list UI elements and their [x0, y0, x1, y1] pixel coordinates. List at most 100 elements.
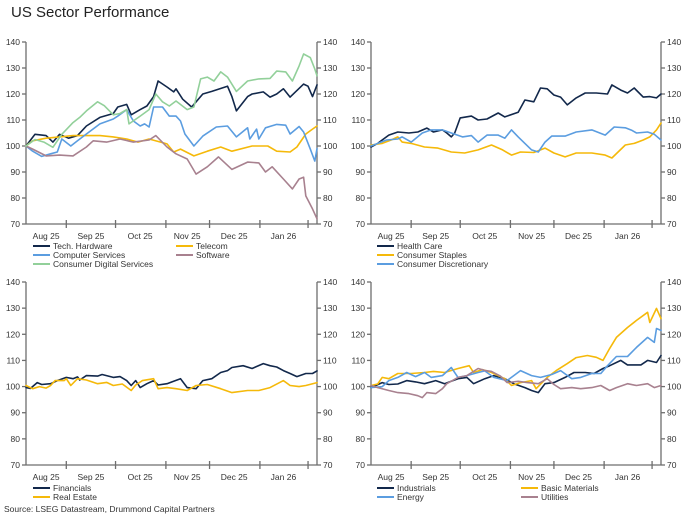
y-tick-label-right: 120 [667, 89, 681, 99]
series-line-consumer-staples [370, 122, 662, 159]
legend-label: Tech. Hardware [53, 241, 113, 251]
y-tick-label-right: 100 [667, 141, 681, 151]
series-line-basic-materials [370, 307, 662, 390]
y-tick-label-left: 130 [351, 63, 365, 73]
series-line-real-estate [25, 377, 318, 394]
chart-panel-top-left: 70 70 80 80 90 90 100 100 110 110 120 120 130 130 140 1… [6, 37, 338, 269]
legend-label: Basic Materials [541, 483, 599, 493]
y-tick-label-right: 100 [323, 382, 337, 392]
y-tick-label-right: 90 [323, 167, 333, 177]
legend-label: Telecom [196, 241, 228, 251]
y-tick-label-left: 70 [356, 460, 366, 470]
y-tick-label-right: 120 [323, 89, 337, 99]
y-tick-label-left: 70 [356, 219, 366, 229]
x-tick-label: Jan 26 [615, 231, 641, 241]
x-tick-label: Aug 25 [33, 472, 60, 482]
y-tick-label-right: 120 [667, 329, 681, 339]
y-tick-label-right: 110 [667, 355, 681, 365]
y-tick-label-left: 140 [351, 277, 365, 287]
y-tick-label-left: 80 [11, 434, 21, 444]
y-tick-label-right: 90 [323, 408, 333, 418]
x-tick-label: Dec 25 [565, 231, 592, 241]
x-tick-label: Jan 26 [615, 472, 641, 482]
x-tick-label: Oct 25 [472, 231, 497, 241]
y-tick-label-left: 100 [351, 141, 365, 151]
y-tick-label-left: 90 [11, 408, 21, 418]
series-line-software [25, 134, 318, 220]
series-line-computer-services [25, 106, 318, 162]
y-tick-label-left: 120 [351, 89, 365, 99]
chart-panel-bottom-right: 70 70 80 80 90 90 100 100 110 110 120 120 130 130 140 1… [351, 277, 682, 502]
y-tick-label-left: 140 [6, 37, 20, 47]
y-tick-label-right: 140 [667, 277, 681, 287]
series-line-health-care [370, 84, 662, 148]
y-tick-label-left: 70 [11, 460, 21, 470]
x-tick-label: Oct 25 [128, 231, 153, 241]
legend-label: Computer Services [53, 250, 125, 260]
x-tick-label: Nov 25 [518, 231, 545, 241]
legend-label: Utilities [541, 492, 568, 502]
y-tick-label-right: 110 [323, 355, 337, 365]
y-tick-label-left: 130 [351, 303, 365, 313]
x-tick-label: Dec 25 [565, 472, 592, 482]
y-tick-label-left: 120 [6, 89, 20, 99]
page-title: US Sector Performance [11, 4, 170, 21]
y-tick-label-right: 130 [667, 303, 681, 313]
y-tick-label-left: 90 [11, 167, 21, 177]
y-tick-label-left: 100 [6, 141, 20, 151]
y-tick-label-right: 80 [323, 434, 333, 444]
x-tick-label: Nov 25 [174, 231, 201, 241]
series-line-consumer-digital-services [25, 53, 318, 149]
y-tick-label-left: 80 [356, 434, 366, 444]
y-tick-label-right: 90 [667, 167, 677, 177]
x-tick-label: Dec 25 [221, 231, 248, 241]
y-tick-label-right: 120 [323, 329, 337, 339]
x-tick-label: Aug 25 [378, 231, 405, 241]
legend-label: Consumer Staples [397, 250, 467, 260]
y-tick-label-right: 80 [667, 193, 677, 203]
x-tick-label: Sep 25 [422, 472, 449, 482]
y-tick-label-right: 80 [323, 193, 333, 203]
y-tick-label-right: 110 [323, 115, 337, 125]
x-tick-label: Nov 25 [518, 472, 545, 482]
y-tick-label-left: 120 [351, 329, 365, 339]
x-tick-label: Aug 25 [33, 231, 60, 241]
series-line-industrials [370, 354, 662, 394]
x-tick-label: Dec 25 [221, 472, 248, 482]
series-line-tech-hardware [25, 80, 318, 147]
series-line-energy [370, 327, 662, 389]
y-tick-label-left: 80 [11, 193, 21, 203]
y-tick-label-right: 80 [667, 434, 677, 444]
legend-label: Software [196, 250, 230, 260]
y-tick-label-left: 110 [351, 355, 365, 365]
x-tick-label: Aug 25 [378, 472, 405, 482]
y-tick-label-left: 140 [6, 277, 20, 287]
x-tick-label: Sep 25 [422, 231, 449, 241]
y-tick-label-right: 130 [323, 63, 337, 73]
y-tick-label-right: 130 [667, 63, 681, 73]
legend-label: Real Estate [53, 492, 97, 502]
x-tick-label: Sep 25 [77, 472, 104, 482]
y-tick-label-left: 100 [6, 382, 20, 392]
y-tick-label-right: 140 [323, 277, 337, 287]
y-tick-label-right: 70 [667, 219, 677, 229]
series-line-utilities [370, 367, 662, 399]
x-tick-label: Oct 25 [472, 472, 497, 482]
y-tick-label-left: 90 [356, 408, 366, 418]
y-tick-label-right: 100 [667, 382, 681, 392]
y-tick-label-left: 100 [351, 382, 365, 392]
legend-label: Financials [53, 483, 91, 493]
source-note: Source: LSEG Datastream, Drummond Capita… [4, 504, 215, 514]
y-tick-label-left: 90 [356, 167, 366, 177]
y-tick-label-right: 130 [323, 303, 337, 313]
legend-label: Consumer Digital Services [53, 259, 153, 269]
y-tick-label-left: 140 [351, 37, 365, 47]
x-tick-label: Sep 25 [77, 231, 104, 241]
y-tick-label-right: 110 [667, 115, 681, 125]
y-tick-label-left: 110 [6, 115, 20, 125]
legend-label: Energy [397, 492, 425, 502]
chart-panel-top-right: 70 70 80 80 90 90 100 100 110 110 120 120 130 130 140 1… [351, 37, 682, 269]
y-tick-label-left: 120 [6, 329, 20, 339]
x-tick-label: Nov 25 [174, 472, 201, 482]
